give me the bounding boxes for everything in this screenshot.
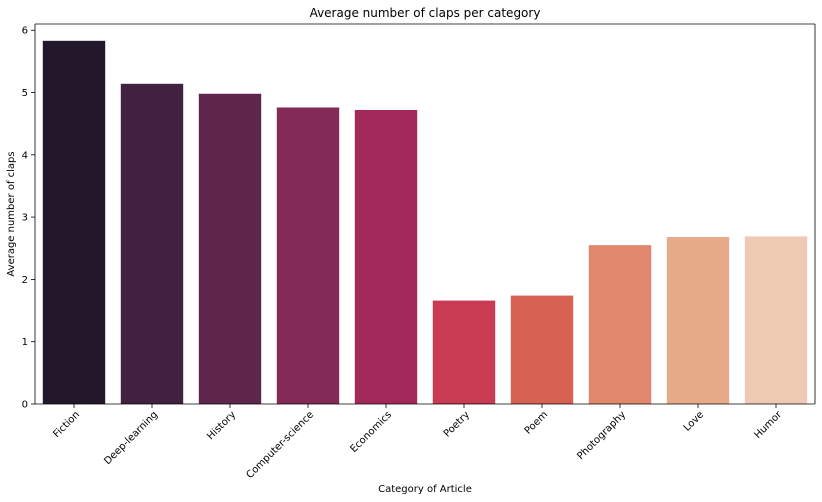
x-tick-label: Poem [523,409,550,436]
y-tick-label: 2 [22,275,28,286]
y-axis: 0 1 2 3 4 5 6 [22,26,35,411]
bar-love [666,237,730,404]
x-tick-label: Photography [575,409,628,462]
y-axis-label: Average number of claps [6,151,17,276]
x-tick-label: Computer-science [244,409,316,481]
y-tick-label: 0 [22,400,28,411]
x-axis: Fiction Deep-learning History Computer-scie… [51,404,785,481]
x-tick-label: History [205,409,238,442]
bars-group [42,40,808,405]
bar-poetry [432,300,496,404]
x-tick-label: Fiction [51,409,82,440]
x-tick-label: Deep-learning [102,409,160,467]
y-tick-label: 4 [22,150,28,161]
bar-photography [588,245,652,404]
chart-title: Average number of claps per category [310,6,541,20]
x-axis-label: Category of Article [378,484,472,495]
x-tick-label: Humor [752,409,784,441]
y-tick-label: 1 [22,337,28,348]
x-tick-label: Poetry [442,409,472,439]
bar-fiction [42,40,106,404]
bar-history [198,93,262,404]
bar-economics [354,109,418,404]
bar-computer-science [276,107,340,405]
x-tick-label: Love [682,409,706,433]
x-tick-label: Economics [348,409,394,455]
bar-humor [744,236,808,404]
y-tick-label: 6 [22,26,28,37]
y-tick-label: 5 [22,88,28,99]
y-tick-label: 3 [22,213,28,224]
bar-deep-learning [120,83,184,404]
bar-poem [510,295,574,404]
